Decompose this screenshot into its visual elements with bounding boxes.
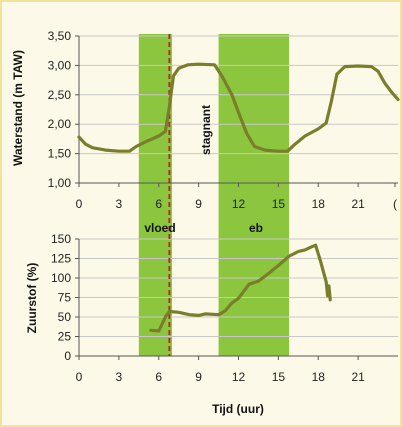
- y-tick-label: 3,00: [48, 58, 72, 72]
- x-tick-label: 0: [76, 197, 83, 211]
- x-tick-label: 6: [155, 370, 162, 384]
- x-tick-label: 9: [195, 370, 202, 384]
- band-1: [218, 34, 290, 356]
- x-tick-label: 15: [272, 197, 286, 211]
- data-series: [77, 62, 400, 333]
- y-tick-label: 50: [58, 310, 72, 324]
- y-tick-label: 75: [58, 291, 72, 305]
- series-line-0-0: [77, 62, 400, 153]
- y-tick-label: 1,50: [48, 147, 72, 161]
- x-tick-label: 21: [351, 370, 365, 384]
- bottom-x-axis-title: Tijd (uur): [212, 402, 264, 416]
- y-tick-label: 25: [58, 330, 72, 344]
- y-tick-label: 1,00: [48, 176, 72, 190]
- x-tick-label: 0: [76, 370, 83, 384]
- x-tick-label: 18: [312, 197, 326, 211]
- x-tick-label: 3: [116, 370, 123, 384]
- vloed-label: vloed: [144, 221, 175, 235]
- top-y-axis-title: Waterstand (m TAW): [11, 50, 25, 166]
- y-tick-label: 150: [51, 232, 71, 246]
- eb-label: eb: [249, 221, 263, 235]
- x-tick-label: 18: [312, 370, 326, 384]
- x-tick-label: 9: [195, 197, 202, 211]
- series-line-1-0: [149, 243, 332, 333]
- x-tick-label: 15: [272, 370, 286, 384]
- y-tick-label: 2,00: [48, 117, 72, 131]
- stagnant-annotation: stagnant: [199, 105, 213, 155]
- bottom-y-axis-title: Zuurstof (%): [25, 263, 39, 334]
- x-tick-label: 12: [232, 370, 246, 384]
- x-tick-label: 3: [116, 197, 123, 211]
- x-tick-label: 6: [155, 197, 162, 211]
- axes: [75, 35, 398, 360]
- band-0: [138, 34, 173, 356]
- y-tick-label: 3,50: [48, 29, 72, 43]
- x-tick-label: 21: [351, 197, 365, 211]
- x-tick-label: 12: [232, 197, 246, 211]
- y-tick-label: 2,50: [48, 88, 72, 102]
- tick-labels: 1,00 1,50 2,00 2,50 3,00 3,50 0 3 6 9 12 15 18 21 (0 25…: [48, 29, 397, 384]
- y-tick-label: 125: [51, 252, 71, 266]
- y-tick-label: 0: [64, 349, 71, 363]
- y-tick-label: 100: [51, 271, 71, 285]
- x-tick-label: (: [393, 197, 397, 211]
- tide-bands: [138, 34, 290, 356]
